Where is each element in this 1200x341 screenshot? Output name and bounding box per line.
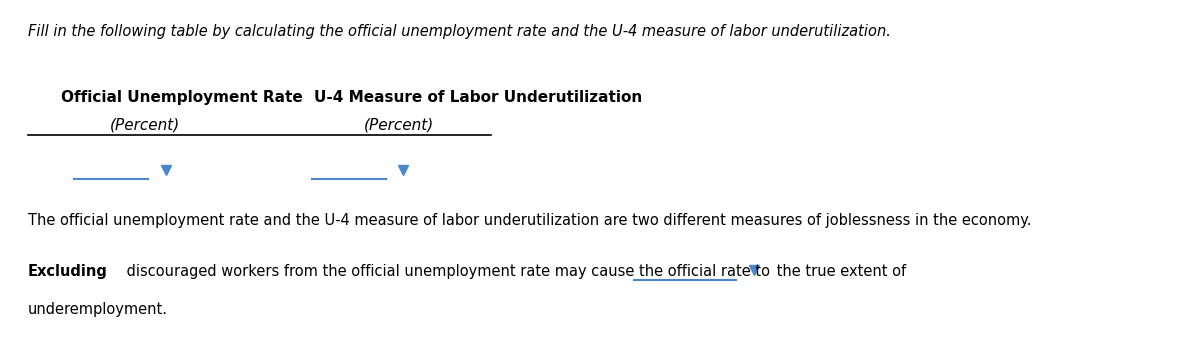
Text: underemployment.: underemployment. [28, 302, 168, 317]
Text: Excluding: Excluding [28, 264, 108, 279]
Text: the true extent of: the true extent of [773, 264, 906, 279]
Text: discouraged workers from the official unemployment rate may cause the official r: discouraged workers from the official un… [122, 264, 770, 279]
Text: Fill in the following table by calculating the official unemployment rate and th: Fill in the following table by calculati… [28, 24, 890, 39]
Text: U-4 Measure of Labor Underutilization: U-4 Measure of Labor Underutilization [314, 90, 643, 105]
Text: (Percent): (Percent) [364, 118, 434, 133]
Text: The official unemployment rate and the U-4 measure of labor underutilization are: The official unemployment rate and the U… [28, 213, 1031, 228]
Text: Official Unemployment Rate: Official Unemployment Rate [61, 90, 302, 105]
Text: (Percent): (Percent) [110, 118, 180, 133]
